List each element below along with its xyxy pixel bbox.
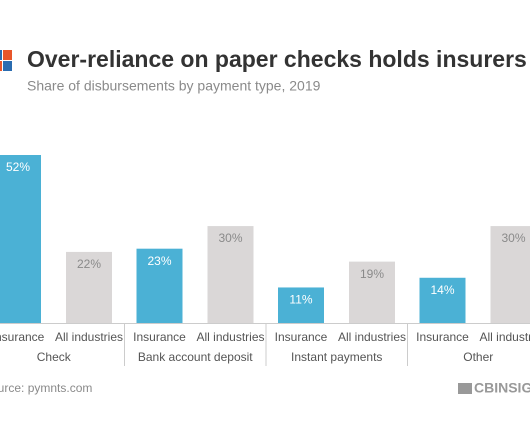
x-tick-label: All industries — [55, 330, 123, 344]
x-group-label: Instant payments — [291, 350, 382, 364]
x-tick-label: Insurance — [0, 330, 45, 344]
bar — [136, 248, 183, 323]
bar — [0, 155, 41, 323]
value-label: 22% — [77, 257, 101, 271]
chart-subtitle: Share of disbursements by payment type, … — [27, 78, 321, 94]
source: Source: pymnts.com — [0, 381, 92, 395]
x-tick-label: Insurance — [275, 330, 328, 344]
value-label: 30% — [501, 231, 525, 245]
x-tick-label: All industries — [196, 330, 264, 344]
value-label: 30% — [218, 231, 242, 245]
x-tick-label: Insurance — [416, 330, 469, 344]
logo-icon — [0, 61, 2, 71]
x-tick-label: All industries — [338, 330, 406, 344]
brand: CBINSIGHTS — [474, 380, 530, 396]
value-label: 23% — [147, 254, 171, 268]
bar — [66, 251, 112, 323]
bar — [278, 287, 324, 323]
x-group-label: Bank account deposit — [138, 350, 253, 364]
value-label: 19% — [360, 267, 384, 281]
logo-icon — [3, 50, 12, 60]
bar — [419, 277, 466, 323]
x-group-label: Other — [463, 350, 493, 364]
logo-icon — [0, 50, 2, 60]
bar — [490, 226, 530, 323]
brand-icon — [458, 383, 472, 394]
x-tick-label: All industries — [479, 330, 530, 344]
value-label: 52% — [6, 160, 30, 174]
bar — [349, 261, 395, 323]
x-tick-label: Insurance — [133, 330, 186, 344]
chart-title: Over-reliance on paper checks holds insu… — [27, 46, 530, 72]
value-label: 14% — [430, 283, 454, 297]
bar — [207, 226, 254, 323]
logo-icon — [3, 61, 12, 71]
value-label: 11% — [289, 293, 312, 307]
x-group-label: Check — [37, 350, 72, 364]
